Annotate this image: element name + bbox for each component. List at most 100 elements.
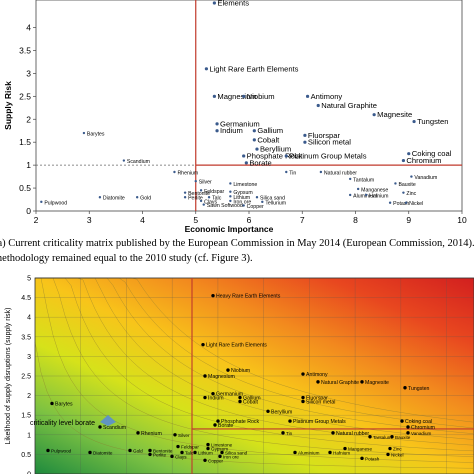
point-diatomite [98,196,102,199]
point-borate [213,423,217,427]
point-talc [207,196,211,199]
y-tick-label: 1.5 [21,413,31,420]
point-label-bentonite: Bentonite [188,191,210,197]
point-bauxite [394,182,397,185]
point-tantalum [348,177,352,181]
point-label-magnesium: Magnesium [208,374,235,380]
point-clays [199,199,203,203]
point-label-tin: Tin [289,171,296,177]
point-label-indium: Indium [208,396,224,402]
iso-criticality-curve [35,277,474,452]
point-label-fluorspar: Fluorspar [308,131,341,140]
x-tick-label: 8 [353,215,358,225]
point-label-barytes: Barytes [87,132,105,138]
x-tick-label: 4 [140,215,145,225]
point-label-tungsten: Tungsten [408,386,430,392]
point-label-barytes: Barytes [55,401,73,407]
point-lithium [193,450,197,455]
x-tick-label: 3 [87,215,92,225]
point-label-tungsten: Tungsten [417,117,448,126]
point-label-gypsum: Gypsum [233,190,252,196]
point-tungsten [412,119,416,124]
point-chromium [401,158,406,163]
point-gold [135,196,139,199]
point-gallium [252,129,256,133]
criticality-matrix-2014: 2 3 4 5 6 7 8 9 10 0 0.5 1 1.5 2 2.5 3 3.5 4 Economic Impo… [3,0,467,234]
point-label-lithium: Lithium [198,450,213,455]
annotation-text: criticality level borate [30,420,95,427]
point-copper [242,204,245,207]
point-label-gallium: Gallium [243,396,261,402]
y-tick-label: 2 [27,393,31,400]
point-coking-coal [400,419,404,423]
point-niobium [242,94,246,98]
caption-line-1: (a) Current criticality matrix published… [0,238,474,249]
point-label-silicon-metal: Silicon metal [308,138,351,147]
point-label-silver: Silver [178,433,190,438]
y-tick-label: 4 [26,23,31,33]
point-label-potash: Potash [393,201,409,207]
point-aluminium [293,450,297,455]
point-label-heavy-rare-earth-elements: Heavy Rare Earth Elements [216,294,281,300]
point-label-iron-ore: Iron ore [223,454,239,459]
point-label-cobalt: Cobalt [243,399,259,405]
point-label-bentonite: Bentonite [153,448,173,453]
point-label-zinc: Zinc [393,447,402,452]
point-label-platinum-group-metals: Platinum Group Metals [293,419,346,425]
point-pulpwood [46,448,50,453]
point-label-limestone: Limestone [211,443,233,448]
point-silicon-metal [303,140,307,144]
point-label-bauxite: Bauxite [395,435,411,440]
point-label-natural-graphite: Natural Graphite [321,101,377,110]
y-tick-label: 0 [26,206,31,216]
point-germanium [215,122,219,126]
point-label-fluorspar: Fluorspar [306,396,328,402]
point-label-light-rare-earth-elements: Light Rare Earth Elements [209,64,298,73]
point-gallium [238,395,242,400]
point-label-tantalum: Tantalum [373,435,392,440]
point-fluorspar [301,395,305,400]
point-label-nickel: Nickel [391,452,404,457]
point-natural-rubber [319,170,323,174]
point-label-iron-ore: Iron ore [233,199,251,205]
iso-criticality-curve [35,277,474,446]
y-tick-label: 4 [27,315,31,322]
point-label-phosphate-rock: Phosphate Rock [247,151,303,160]
point-label-copper: Copper [247,204,264,210]
point-diatomite [88,450,92,455]
point-phosphate-rock [242,154,246,158]
y-axis-label: Likelihood of supply disruptions (supply… [5,308,12,445]
point-label-natural-graphite: Natural Graphite [321,380,359,386]
point-gold [128,448,132,453]
y-tick-label: 2.5 [21,374,31,381]
y-tick-label: 3.5 [19,45,31,55]
y-axis-label: Supply Risk [3,81,13,130]
point-bentonite [148,448,152,453]
caption-line-2: methodology remained equal to the 2010 s… [0,253,253,264]
point-antimony [301,372,305,376]
point-lithium [229,195,232,198]
point-talc [180,450,184,455]
point-heavy-rare-earth-elements [212,1,216,5]
point-label-gallium: Gallium [257,126,283,135]
point-scandium [98,425,102,429]
point-iron-ore [218,454,222,459]
point-label-indium: Indium [220,126,243,135]
point-perlite [183,196,187,199]
annotation-marker [100,415,116,426]
point-cobalt [252,138,256,142]
point-potash [388,201,392,204]
point-manganese [356,187,360,191]
point-label-tellurium: Tellurium [265,200,286,206]
point-label-germanium: Germanium [216,392,243,398]
point-coking-coal [407,152,411,156]
point-magnesite [372,113,376,117]
point-perlite [148,452,152,457]
point-label-gypsum: Gypsum [211,447,228,452]
point-natural-graphite [316,380,320,384]
point-silica-sand [255,196,259,199]
point-label-aluminium: Aluminium [353,193,377,199]
point-rhenium [136,431,140,435]
point-silicon-metal [301,399,305,404]
point-label-rhenium: Rhenium [141,431,162,437]
